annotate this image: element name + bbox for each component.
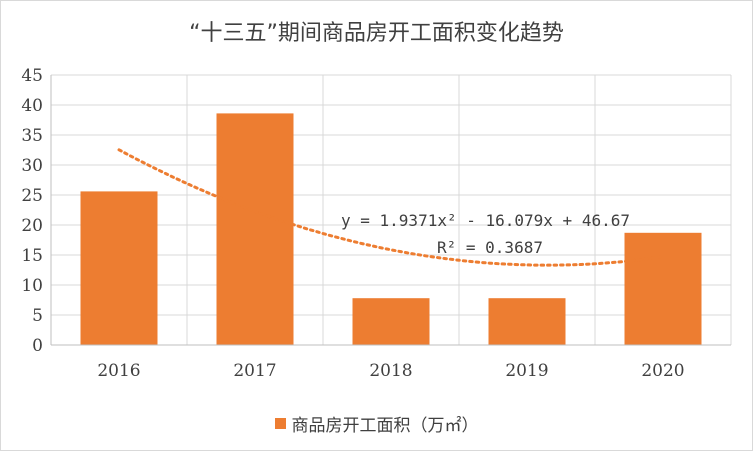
y-tick-label: 20 (21, 216, 43, 236)
y-tick-label: 30 (21, 156, 43, 176)
trendline-r-squared: R² = 0.3687 (437, 238, 543, 257)
chart-title: “十三五”期间商品房开工面积变化趋势 (189, 21, 564, 46)
bar-series (80, 113, 702, 346)
y-tick-label: 0 (32, 336, 43, 356)
y-tick-label: 15 (21, 246, 43, 266)
tick-labels: 0 5 10 15 20 25 30 35 40 45 2016 2017 2018 2019 2020 (21, 66, 684, 381)
bar (488, 298, 566, 345)
x-tick-label: 2018 (369, 361, 412, 381)
legend-swatch (274, 418, 286, 429)
y-tick-label: 10 (21, 276, 43, 296)
axes (50, 75, 731, 346)
trendline-curve (117, 148, 665, 267)
trendline (117, 148, 665, 267)
legend-label: 商品房开工面积（万㎡） (291, 416, 479, 436)
legend: 商品房开工面积（万㎡） (1, 411, 752, 436)
y-tick-label: 25 (21, 186, 43, 206)
bar (80, 191, 158, 345)
bar (624, 232, 702, 345)
x-tick-label: 2019 (505, 361, 548, 381)
x-tick-label: 2017 (233, 361, 276, 381)
y-tick-label: 5 (32, 306, 43, 326)
x-tick-label: 2020 (641, 361, 684, 381)
bar (352, 298, 430, 345)
bar (216, 113, 294, 346)
y-tick-label: 40 (21, 96, 43, 116)
y-tick-label: 45 (21, 66, 43, 86)
y-tick-label: 35 (21, 126, 43, 146)
gridlines (51, 74, 732, 345)
trendline-equation: y = 1.9371x² - 16.079x + 46.67 (341, 211, 630, 230)
x-tick-label: 2016 (97, 361, 140, 381)
